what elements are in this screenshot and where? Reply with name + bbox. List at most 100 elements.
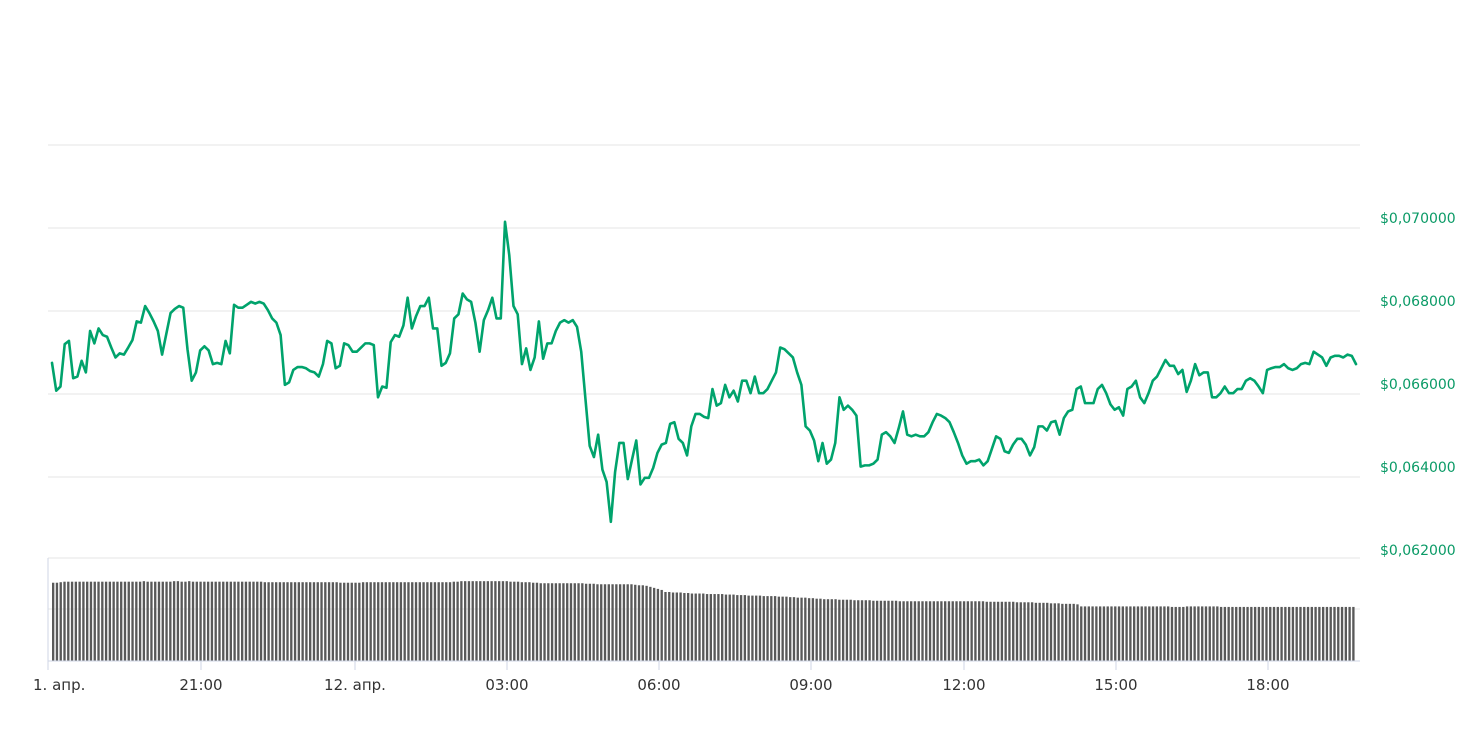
x-tick-label: 09:00 (789, 676, 832, 694)
volume-bar (256, 581, 259, 661)
volume-bar (225, 581, 229, 661)
volume-bar (1235, 606, 1238, 661)
volume-bar (683, 593, 686, 661)
volume-bar (154, 581, 157, 661)
volume-bar (392, 582, 395, 662)
volume-bar (1091, 606, 1094, 661)
volume-bar (324, 582, 327, 662)
volume-bar (312, 582, 316, 662)
volume-bar (78, 581, 81, 661)
volume-bar (414, 582, 418, 662)
volume-bar (751, 595, 754, 662)
volume-bar (97, 581, 100, 661)
volume-bar (1083, 606, 1087, 661)
volume-bar (403, 582, 406, 662)
volume-bar (913, 601, 917, 661)
volume-bar (978, 601, 981, 661)
volume-bar (645, 585, 648, 661)
volume-bar (860, 600, 864, 661)
volume-bar (1348, 606, 1351, 661)
volume-bar (463, 581, 467, 661)
volume-bar (694, 593, 697, 661)
volume-bar (191, 581, 195, 661)
volume-bar (301, 582, 304, 662)
volume-bar (577, 583, 580, 662)
volume-bar (807, 598, 811, 661)
volume-bar (906, 601, 909, 661)
volume-bar (569, 583, 573, 662)
volume-bar (1027, 602, 1030, 661)
volume-bar (830, 599, 833, 661)
volume-bar (917, 601, 920, 661)
volume-bar (146, 581, 149, 661)
volume-bar (123, 581, 127, 661)
volume-bar (1170, 606, 1174, 661)
volume-bar (796, 597, 799, 661)
volume-bar (773, 596, 777, 661)
volume-bar (528, 582, 531, 662)
volume-bar (690, 593, 694, 661)
volume-bar (879, 600, 883, 661)
volume-bar (1216, 606, 1219, 661)
volume-bar (747, 595, 750, 662)
volume-bar (1329, 606, 1332, 661)
volume-bar (1015, 602, 1019, 661)
volume-bar (962, 601, 966, 661)
volume-bar (1038, 602, 1041, 661)
volume-bar (615, 584, 618, 661)
volume-bar (1030, 602, 1034, 661)
volume-bar (120, 581, 123, 661)
volume-bar (1284, 606, 1287, 661)
volume-bar (826, 599, 830, 661)
volume-bar (1303, 606, 1306, 661)
volume-bar (970, 601, 973, 661)
volume-bar (872, 600, 875, 661)
volume-bar (1155, 606, 1159, 661)
volume-bar (1042, 602, 1045, 661)
volume-bar (819, 598, 822, 661)
volume-bar (1182, 606, 1185, 661)
volume-bar (52, 582, 55, 661)
volume-bar (237, 581, 240, 661)
x-tick-label: 21:00 (179, 676, 222, 694)
x-tick-label: 1. апр. (33, 676, 85, 694)
volume-bar (668, 591, 671, 661)
volume-bar (698, 593, 701, 661)
volume-bar (841, 599, 845, 661)
volume-bar (686, 593, 690, 661)
volume-bar (1223, 606, 1227, 661)
volume-bar (921, 601, 924, 661)
volume-bar (634, 584, 637, 661)
volume-bar (887, 600, 890, 661)
volume-bar (1280, 606, 1283, 661)
volume-bar (709, 594, 713, 661)
volume-bar (588, 583, 592, 661)
volume-bar (1314, 606, 1317, 661)
volume-bar (849, 599, 852, 661)
volume-bar (418, 582, 421, 662)
volume-bar (981, 601, 985, 661)
volume-bar (925, 601, 928, 661)
volume-bar (1061, 603, 1064, 662)
volume-bar (1291, 606, 1295, 661)
volume-bar (959, 601, 962, 661)
volume-bar (581, 583, 584, 662)
volume-bar (343, 582, 346, 661)
volume-bar (380, 582, 384, 662)
volume-bar (1219, 606, 1223, 661)
volume-bar (566, 583, 569, 662)
volume-bar (781, 596, 784, 662)
volume-bar (377, 582, 380, 662)
volume-bar (955, 601, 958, 661)
volume-bar (176, 581, 180, 661)
volume-bar (482, 581, 486, 661)
volume-bar (596, 584, 599, 661)
volume-bar (1325, 606, 1329, 661)
volume-bar (229, 581, 232, 661)
volume-bar (199, 581, 202, 661)
volume-bar (293, 582, 297, 662)
volume-bar (388, 582, 391, 662)
volume-bar (1064, 603, 1068, 662)
volume-bar (883, 600, 886, 661)
volume-bar (1265, 606, 1268, 661)
